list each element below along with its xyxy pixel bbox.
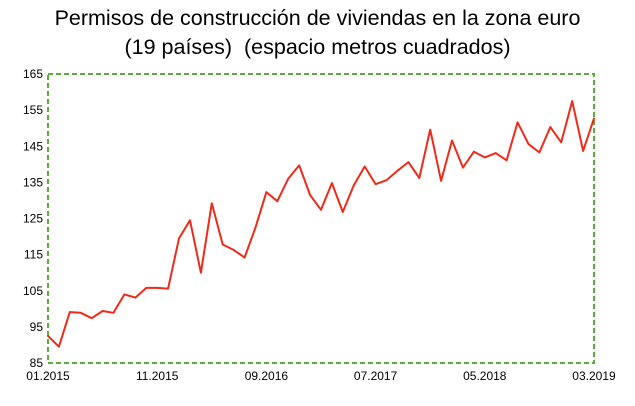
data-point [309,194,311,196]
data-point [101,310,104,312]
series-line [47,100,595,348]
data-point [265,191,268,193]
data-point [200,271,202,274]
x-tick-label: 03.2019 [572,369,616,383]
data-point [451,139,453,142]
data-point [440,180,442,182]
data-point [134,296,137,299]
data-point [145,287,148,289]
data-point [189,219,191,222]
data-point [79,311,82,314]
x-tick-label: 07.2017 [354,369,398,383]
chart-title-line-1: Permisos de construcción de viviendas en… [54,6,581,30]
y-tick-label: 85 [30,356,44,370]
data-point [429,128,432,131]
data-point [167,287,169,290]
data-point [331,182,333,184]
y-tick-label: 145 [23,139,43,153]
data-point [407,161,410,163]
data-point [254,226,257,229]
data-point [396,170,399,172]
data-point [178,237,180,240]
data-point [505,159,508,162]
plot-frame [47,73,595,364]
data-point [69,311,71,313]
data-point [276,200,279,202]
data-point [320,209,322,211]
data-point [352,184,355,187]
chart-title: Permisos de construcción de viviendas en… [0,4,635,62]
y-tick-label: 115 [24,248,43,262]
x-tick-label: 11.2015 [136,369,179,383]
y-tick-label: 135 [23,175,43,189]
data-point [47,335,49,337]
y-tick-label: 105 [23,284,43,298]
y-tick-label: 125 [23,212,43,226]
y-tick-label: 95 [30,320,44,334]
x-tick-label: 01.2015 [26,369,70,383]
data-point [593,117,595,120]
data-point [342,211,344,213]
data-point [560,141,563,144]
data-point [418,177,421,179]
data-point [363,165,366,168]
data-point [298,164,300,167]
data-point [374,183,377,185]
data-point [385,179,388,182]
data-point [112,311,115,314]
y-tick-label: 155 [23,103,43,117]
x-tick-label: 05.2018 [463,369,507,383]
data-point [243,256,246,259]
x-tick-label: 09.2016 [245,369,289,383]
data-point [287,177,290,180]
data-point [484,156,486,159]
data-point [232,249,235,251]
data-point [516,121,519,124]
data-point [211,202,213,205]
data-point [571,100,573,102]
data-point [58,345,60,348]
data-point [582,150,584,152]
data-point [494,152,497,154]
data-point [549,126,552,128]
data-point [473,150,475,153]
chart-title-line-2: (19 países) (espacio metros cuadrados) [124,35,511,59]
data-point [123,293,126,296]
data-point [538,151,541,154]
data-point [156,287,158,289]
data-point [462,166,464,169]
data-point [527,143,530,145]
data-point [90,317,93,320]
data-point [221,243,224,246]
y-tick-label: 165 [23,67,43,81]
